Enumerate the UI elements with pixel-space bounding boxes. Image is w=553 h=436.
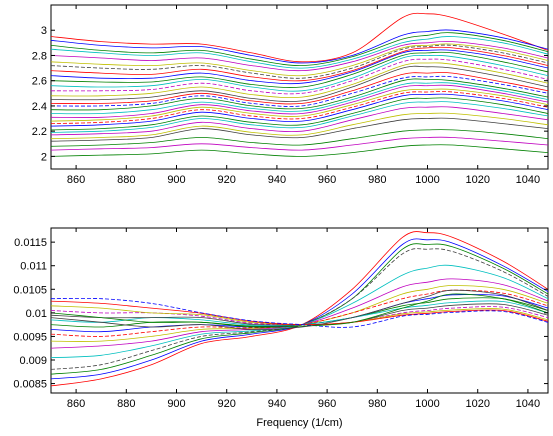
top-series-line-16 xyxy=(51,78,548,111)
top-series-line-13 xyxy=(51,65,548,102)
top-ticks: 860 880 900 920 940 960 980 1000 1020 1040 2 2.2 2.4… xyxy=(32,5,548,186)
top-y-tick-label: 2.6 xyxy=(32,76,47,88)
x-axis-label: Frequency (1/cm) xyxy=(256,417,342,429)
bottom-y-tick-label: 0.011 xyxy=(20,261,47,273)
top-series-line-10 xyxy=(51,54,548,92)
top-x-tick-label: 900 xyxy=(167,174,185,186)
top-series-line-26 xyxy=(51,117,548,142)
bottom-series-line-0 xyxy=(51,231,548,387)
top-x-tick-label: 980 xyxy=(368,174,386,186)
top-series-line-12 xyxy=(51,62,548,99)
top-series-line-24 xyxy=(51,106,548,136)
top-y-tick-label: 2 xyxy=(41,151,47,163)
top-series-line-0 xyxy=(51,12,548,63)
top-x-tick-label: 860 xyxy=(67,174,85,186)
top-series-line-28 xyxy=(51,136,548,151)
top-series-line-22 xyxy=(51,97,548,131)
top-x-tick-label: 940 xyxy=(268,174,286,186)
bottom-series-line-17 xyxy=(51,289,548,330)
top-chart: 860 880 900 920 940 960 980 1000 1020 1040 2 2.2 2.4… xyxy=(32,4,549,186)
bottom-series-line-16 xyxy=(51,293,548,328)
top-x-tick-label: 960 xyxy=(318,174,336,186)
bottom-y-tick-label: 0.01 xyxy=(26,308,47,320)
bottom-y-tick-label: 0.009 xyxy=(19,355,47,367)
top-series-line-18 xyxy=(51,84,548,118)
top-series-line-9 xyxy=(51,51,548,88)
top-series-line-8 xyxy=(51,49,548,85)
top-series-line-29 xyxy=(51,144,548,157)
bottom-series-line-4 xyxy=(51,264,548,358)
top-series-line-4 xyxy=(51,40,548,72)
top-y-tick-label: 3 xyxy=(41,25,47,37)
bottom-chart: 860 880 900 920 940 960 980 1000 1020 1040 0.0085 0… xyxy=(13,227,549,410)
bottom-x-tick-label: 940 xyxy=(268,398,286,410)
top-series-line-23 xyxy=(51,101,548,133)
top-series-line-2 xyxy=(51,32,548,67)
top-series-line-3 xyxy=(51,35,548,69)
bottom-x-tick-label: 900 xyxy=(167,398,185,410)
top-series-line-17 xyxy=(51,82,548,115)
bottom-series-line-1 xyxy=(51,238,548,380)
top-series-line-5 xyxy=(51,43,548,77)
top-y-tick-label: 2.8 xyxy=(32,50,47,62)
top-series-line-20 xyxy=(51,91,548,124)
bottom-x-tick-label: 1000 xyxy=(415,398,439,410)
top-x-tick-label: 1020 xyxy=(465,174,489,186)
top-x-tick-label: 880 xyxy=(117,174,135,186)
bottom-y-tick-label: 0.0115 xyxy=(14,237,47,249)
top-series-line-11 xyxy=(51,58,548,95)
bottom-x-tick-label: 880 xyxy=(117,398,135,410)
top-x-tick-label: 1000 xyxy=(415,174,439,186)
bottom-y-tick-label: 0.0105 xyxy=(13,284,47,296)
bottom-x-tick-label: 980 xyxy=(368,398,386,410)
bottom-series-line-15 xyxy=(51,297,548,328)
top-x-tick-label: 920 xyxy=(218,174,236,186)
top-series-line-14 xyxy=(51,72,548,105)
bottom-x-tick-label: 860 xyxy=(67,398,85,410)
bottom-series-line-14 xyxy=(51,300,548,326)
top-curves xyxy=(51,12,548,157)
bottom-ticks: 860 880 900 920 940 960 980 1000 1020 1040 0.0085 0… xyxy=(13,228,548,410)
bottom-series-line-5 xyxy=(51,278,548,349)
top-series-line-7 xyxy=(51,46,548,82)
bottom-series-line-2 xyxy=(51,243,548,375)
top-x-tick-label: 1040 xyxy=(516,174,540,186)
bottom-x-tick-label: 960 xyxy=(318,398,336,410)
top-series-line-25 xyxy=(51,112,548,140)
bottom-y-tick-label: 0.0095 xyxy=(13,331,47,343)
top-series-line-19 xyxy=(51,88,548,122)
top-series-line-6 xyxy=(51,44,548,79)
top-series-line-1 xyxy=(51,29,548,64)
bottom-series-line-3 xyxy=(51,248,548,370)
top-y-tick-label: 2.2 xyxy=(32,126,47,138)
top-series-line-21 xyxy=(51,93,548,127)
bottom-y-tick-label: 0.0085 xyxy=(13,379,47,391)
bottom-x-tick-label: 1040 xyxy=(516,398,540,410)
top-series-line-27 xyxy=(51,129,548,147)
top-y-tick-label: 2.4 xyxy=(32,101,47,113)
bottom-x-tick-label: 1020 xyxy=(465,398,489,410)
bottom-x-tick-label: 920 xyxy=(218,398,236,410)
top-series-line-15 xyxy=(51,75,548,107)
bottom-curves xyxy=(51,231,548,387)
